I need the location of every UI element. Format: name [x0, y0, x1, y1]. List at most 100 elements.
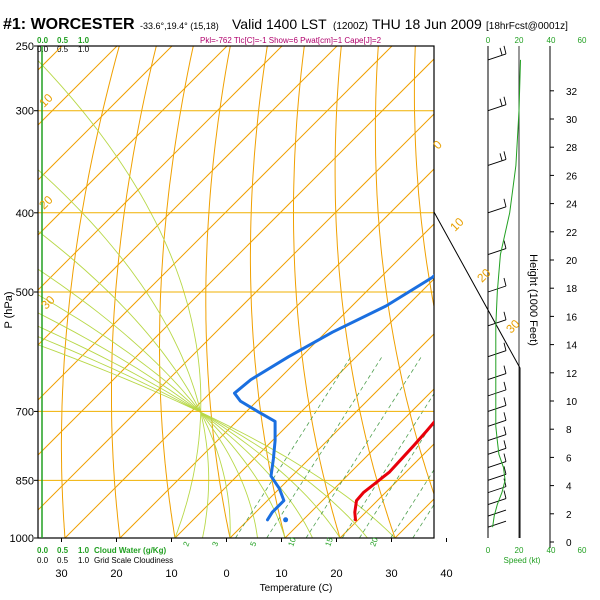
speed-axis-label: Speed (kt): [504, 556, 541, 565]
height-tick-label: 8: [566, 425, 572, 436]
height-tick-label: 32: [566, 87, 578, 98]
wind-barb: [487, 404, 507, 412]
wind-barb: [487, 509, 507, 517]
height-tick-label: 0: [566, 538, 572, 549]
mixing-ratio-line: [359, 419, 434, 538]
speed-tick: 60: [578, 546, 587, 555]
isotherm-line: [38, 46, 173, 181]
wind-barb-flag: [503, 381, 507, 390]
cloud-tick: 0.5: [57, 546, 69, 555]
wind-barbs: [487, 45, 507, 528]
valid-date: THU 18 Jun 2009: [372, 16, 482, 32]
wind-barb-flag: [503, 365, 507, 374]
speed-tick: 40: [547, 36, 556, 45]
wind-barb: [487, 373, 507, 381]
wind-barb: [487, 206, 507, 214]
pressure-tick-label: 850: [16, 475, 34, 487]
speed-tick: 0: [486, 36, 491, 45]
cloud-axis-legend: 0.0 0.5 1.0 Cloud Water (g/Kg) 0.0 0.5 1…: [37, 546, 173, 565]
dry-adiabat: [293, 46, 341, 538]
dry-adiabat: [413, 46, 434, 310]
wind-barb-flag: [503, 426, 507, 435]
wind-barb: [487, 158, 507, 166]
dry-adiabat: [159, 46, 194, 538]
temperature-tick-label: 10: [275, 568, 287, 580]
isotherm-line: [38, 46, 283, 291]
moist-adiabat: [38, 336, 368, 538]
cloudiness-tick: 0.0: [37, 556, 49, 565]
stability-indices: Pkl=-762 Tlc[C]=-1 Show=6 Pwat[cm]=1 Cap…: [200, 36, 382, 45]
mixing-ratio-line: [390, 469, 434, 538]
wind-barb-flag: [503, 198, 507, 207]
speed-axis-legend: 0 20 40 60 0 20 40 60 Speed (kt): [486, 36, 587, 565]
mixing-ratio-line: [305, 356, 422, 538]
wind-barb: [487, 319, 507, 327]
isotherm-label: 30: [38, 293, 58, 313]
isotherm-label: 10: [447, 215, 467, 235]
height-tick-label: 12: [566, 369, 578, 380]
utc-time: (1200Z): [333, 21, 368, 32]
cloud-top-tick: 1.0: [78, 45, 90, 54]
cloud-top-tick: 0.5: [57, 45, 69, 54]
wind-barb-flag: [503, 342, 507, 351]
dewpoint-profile-line: [233, 273, 434, 522]
wind-barb-flag: [499, 153, 503, 161]
height-tick-label: 4: [566, 482, 572, 493]
temperature-axis-label: Temperature (C): [260, 583, 333, 594]
cloud-top-tick: 0.5: [57, 36, 69, 45]
speed-tick: 20: [515, 36, 524, 45]
mixing-ratio-line: [412, 503, 434, 538]
wind-speed-curve: [492, 59, 521, 528]
mixing-ratio-label: 20: [368, 536, 380, 548]
wind-barb-flag: [503, 45, 507, 55]
pressure-axis-label: P (hPa): [3, 291, 15, 328]
height-axis-label: Height (1000 Feet): [527, 254, 539, 346]
cloudiness-label: Grid Scale Cloudiness: [94, 556, 173, 565]
temperature-profile-line: [353, 419, 434, 522]
height-tick-label: 20: [566, 256, 578, 267]
wind-barb: [487, 461, 507, 468]
height-tick-label: 24: [566, 200, 578, 211]
wind-barb-flag: [503, 440, 507, 449]
pressure-tick-label: 300: [16, 106, 34, 118]
dry-adiabat: [111, 46, 157, 538]
wind-barb: [487, 473, 507, 481]
mixing-ratio-line: [341, 392, 434, 538]
dry-adiabat: [452, 46, 560, 538]
height-tick-label: 28: [566, 143, 578, 154]
isotherm-label: 20: [36, 193, 56, 213]
height-tick-label: 16: [566, 312, 578, 323]
isotherm-label: 10: [36, 91, 56, 111]
temperature-tick-label: 20: [110, 568, 122, 580]
speed-tick: 20: [515, 546, 524, 555]
wind-barb-flag: [503, 490, 507, 499]
speed-tick: 60: [578, 36, 587, 45]
speed-tick: 40: [547, 546, 556, 555]
height-tick-label: 6: [566, 453, 572, 464]
moist-adiabat: [38, 230, 231, 538]
mixing-ratio-label: 10: [286, 536, 298, 548]
temperature-tick-label: 10: [165, 568, 177, 580]
speed-tick: 0: [486, 546, 491, 555]
isotherm-label: 20: [474, 266, 494, 286]
temperature-tick-label: 20: [330, 568, 342, 580]
cloud-tick: 1.0: [78, 546, 90, 555]
wind-barb-flag: [503, 151, 507, 160]
wind-barb: [487, 419, 507, 427]
isotherm-label: 0: [430, 137, 445, 152]
wind-barb-flag: [503, 397, 507, 406]
wind-barb-flag: [503, 453, 507, 462]
wind-barb-flag: [503, 412, 507, 421]
valid-time: Valid 1400 LST: [232, 16, 327, 32]
temperature-tick-label: 40: [440, 568, 452, 580]
wind-barb-flag: [503, 240, 507, 249]
moist-adiabat: [38, 325, 341, 538]
moist-adiabat: [38, 268, 258, 538]
height-tick-label: 26: [566, 171, 578, 182]
temperature-tick-label: 30: [55, 568, 67, 580]
isotherm-line: [38, 46, 228, 236]
isotherm-line: [229, 333, 434, 538]
station-coords: -33.6°,19.4° (15,18): [140, 21, 219, 31]
dry-adiabat: [374, 46, 434, 496]
